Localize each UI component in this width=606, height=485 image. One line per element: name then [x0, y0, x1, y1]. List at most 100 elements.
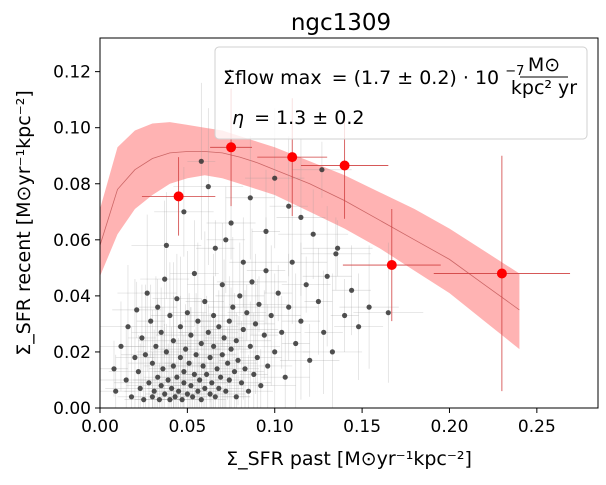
pixel-point [315, 298, 321, 305]
pixel-point [198, 397, 204, 403]
pixel-point [247, 343, 253, 349]
pixel-point [113, 388, 119, 394]
pixel-point [167, 312, 173, 319]
pixel-point [151, 388, 157, 394]
pixel-point [135, 369, 141, 375]
pixel-point [176, 388, 182, 394]
flow-exponent: −7 [505, 64, 524, 79]
pixel-point [218, 374, 224, 380]
eta-symbol: η [232, 107, 244, 129]
pixel-point [191, 270, 197, 277]
pixel-point [289, 259, 295, 265]
pixel-point [128, 394, 135, 400]
pixel-point [153, 343, 159, 349]
pixel-point [191, 371, 197, 377]
pixel-point [272, 349, 278, 355]
pixel-point [155, 374, 161, 380]
pixel-point [252, 321, 259, 327]
pixel-point [310, 231, 316, 237]
pixel-point [228, 346, 234, 352]
pixel-point [142, 352, 148, 358]
pixel-point [204, 371, 210, 377]
model-line [100, 151, 520, 311]
pixel-point [170, 338, 176, 344]
pixel-point [181, 209, 187, 215]
pixel-point [240, 326, 246, 333]
pixel-point [181, 369, 187, 375]
pixel-point [223, 388, 229, 394]
pixel-point [216, 385, 222, 391]
pixel-point [183, 346, 189, 352]
pixel-point [356, 324, 362, 330]
pixel-point [263, 228, 269, 234]
pixel-point [197, 377, 203, 383]
pixel-point [198, 340, 204, 347]
pixel-point [333, 251, 339, 257]
pixel-point [207, 391, 213, 397]
pixel-point [293, 340, 299, 347]
pixel-point [200, 363, 206, 369]
x-tick-label: 0.25 [518, 417, 556, 437]
pixel-point [221, 335, 227, 341]
pixel-point [211, 343, 217, 349]
pixel-point [238, 380, 245, 386]
pixel-point [155, 304, 161, 310]
pixel-point [205, 329, 211, 335]
pixel-point [198, 158, 204, 164]
pixel-point [156, 397, 162, 403]
chart-title: ngc1309 [291, 10, 391, 36]
pixel-point [123, 377, 129, 383]
pixel-point [212, 394, 218, 400]
plot-area [100, 82, 571, 408]
pixel-point [307, 357, 313, 363]
pixel-point [195, 388, 201, 394]
pixel-point [233, 338, 239, 344]
pixel-point [385, 310, 391, 316]
pixel-point [319, 167, 325, 173]
binned-point [287, 152, 298, 163]
pixel-point [349, 287, 355, 293]
pixel-point [146, 380, 152, 386]
pixel-point [137, 385, 143, 391]
pixel-point [256, 301, 262, 307]
pixel-point [174, 296, 180, 302]
pixel-point [254, 354, 260, 361]
pixel-point [240, 259, 246, 265]
pixel-point [162, 391, 168, 397]
pixel-point [205, 184, 211, 190]
pixel-point [249, 279, 255, 285]
pixel-point [235, 357, 241, 363]
pixel-point [244, 310, 250, 316]
pixel-point [193, 352, 199, 358]
pixel-point [158, 329, 164, 335]
pixel-point [125, 324, 131, 330]
pixel-point [263, 268, 269, 274]
svg-text:η = 1.3 ± 0.2: η = 1.3 ± 0.2 [232, 107, 365, 129]
pixel-point [118, 343, 124, 349]
pixel-point [160, 366, 166, 372]
pixel-point [149, 360, 155, 366]
flow-unit-den: kpc² yr [511, 77, 577, 99]
pixel-point [216, 324, 222, 330]
y-tick-label: 0.02 [53, 343, 91, 363]
pixel-point [298, 214, 304, 220]
pixel-point [298, 318, 304, 324]
pixel-point [279, 329, 285, 335]
pixel-point [212, 245, 218, 251]
x-tick-label: 0.05 [168, 417, 206, 437]
pixel-point [219, 282, 225, 288]
y-axis-title-text: Σ_SFR recent [M⊙yr⁻¹kpc⁻²] [13, 90, 35, 355]
svg-text:Σ̇flow max = (1.7 ± 0.2): Σ̇flow max = (1.7 ± 0.2) · 10 −7 [223, 64, 524, 89]
pixel-point [144, 290, 150, 296]
y-tick-label: 0.10 [53, 119, 91, 139]
legend-box: Σ̇flow max = (1.7 ± 0.2) · 10 −7 M⊙ kpc²… [214, 46, 588, 140]
pixel-point [163, 349, 169, 355]
pixel-point [329, 349, 335, 355]
pixel-point [186, 360, 192, 366]
pixel-point [261, 332, 267, 338]
binned-point [496, 268, 507, 279]
pixel-point [165, 377, 171, 383]
pixel-point [226, 377, 232, 383]
y-tick-label: 0.06 [53, 231, 91, 251]
pixel-point [219, 352, 225, 358]
